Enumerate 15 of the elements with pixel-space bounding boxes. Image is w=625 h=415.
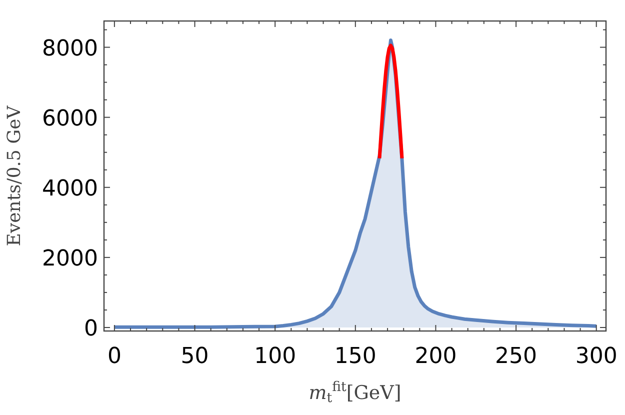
x-tick-label: 300 — [575, 344, 618, 369]
x-tick-label: 0 — [107, 344, 122, 369]
x-tick-label: 250 — [495, 344, 538, 369]
x-axis-title: m$_{t}$$^{fit}$[GeV] — [308, 380, 402, 406]
x-tick-label: 50 — [180, 344, 209, 369]
x-tick-label: 100 — [254, 344, 296, 369]
line-series — [378, 44, 404, 160]
x-tick-label: 150 — [334, 344, 376, 369]
y-tick-label: 2000 — [42, 246, 98, 272]
x-tick-label: 200 — [414, 344, 457, 369]
y-tick-label: 0 — [84, 316, 98, 342]
y-tick-label: 8000 — [42, 36, 98, 62]
y-tick-label: 6000 — [42, 106, 98, 132]
y-axis-title: Events/0.5 GeV — [4, 104, 25, 246]
y-tick-label: 4000 — [42, 176, 98, 202]
